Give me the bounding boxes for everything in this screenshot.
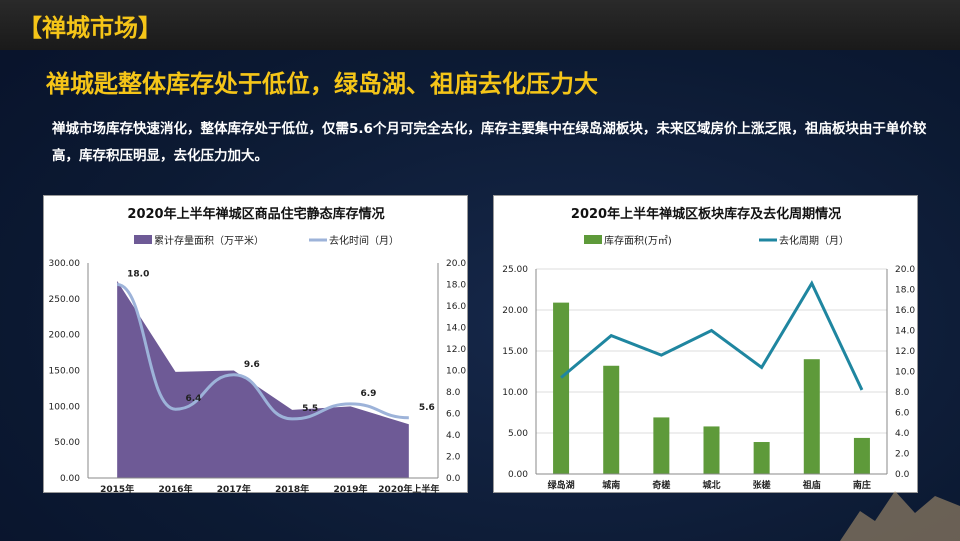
- y2-tick-label: 0.0: [895, 470, 910, 480]
- bar: [703, 426, 720, 474]
- line-series: [560, 280, 864, 391]
- chart-title: 2020年上半年禅城区板块库存及去化周期情况: [571, 206, 841, 222]
- bar: [753, 442, 770, 474]
- y2-tick-label: 6.0: [446, 410, 461, 420]
- mountain-decoration: [840, 491, 960, 541]
- legend-label: 去化时间（月）: [329, 234, 399, 247]
- x-tick-label: 2019年: [333, 483, 367, 494]
- x-tick-label: 城南: [602, 479, 620, 491]
- bar: [853, 437, 870, 474]
- y2-tick-label: 16.0: [446, 302, 466, 312]
- y2-tick-label: 10.0: [895, 368, 915, 378]
- x-tick-label: 城北: [702, 479, 720, 491]
- top-bar: [0, 0, 960, 50]
- y-tick-label: 0.00: [508, 470, 528, 480]
- data-label: 5.5: [302, 404, 318, 414]
- data-label: 6.4: [186, 394, 202, 404]
- y-tick-label: 15.00: [502, 347, 528, 357]
- y2-tick-label: 10.0: [446, 367, 466, 377]
- y-tick-label: 100.00: [49, 402, 81, 412]
- x-tick-label: 绿岛湖: [548, 479, 575, 491]
- y2-tick-label: 20.0: [895, 265, 915, 275]
- district-bar-chart: 2020年上半年禅城区板块库存及去化周期情况 0.00 5.00 10.00 15.00…: [493, 195, 918, 493]
- y-tick-label: 50.00: [54, 438, 80, 448]
- line-series: [116, 283, 409, 421]
- section-title: 【禅城市场】: [18, 14, 162, 42]
- data-label: 5.6: [419, 403, 435, 413]
- y2-tick-label: 14.0: [895, 327, 915, 337]
- y2-tick-label: 6.0: [895, 409, 910, 419]
- bar: [803, 359, 820, 474]
- legend-swatch: [134, 235, 152, 244]
- y2-tick-label: 0.0: [446, 474, 461, 484]
- y2-tick-label: 2.0: [895, 450, 910, 460]
- x-tick-label: 2016年: [158, 483, 192, 494]
- data-label: 18.0: [127, 270, 149, 280]
- y2-tick-label: 4.0: [895, 429, 910, 439]
- bar: [653, 417, 670, 474]
- y2-tick-label: 8.0: [446, 388, 461, 398]
- x-tick-label: 南庄: [853, 479, 871, 491]
- y2-tick-label: 12.0: [446, 345, 466, 355]
- y2-tick-label: 2.0: [446, 453, 461, 463]
- bar: [553, 302, 570, 474]
- legend-swatch: [584, 235, 602, 244]
- y-tick-label: 250.00: [49, 295, 81, 305]
- x-tick-label: 张槎: [753, 479, 771, 491]
- x-tick-label: 2018年: [275, 483, 309, 494]
- y-tick-label: 300.00: [49, 259, 81, 269]
- inventory-area-chart: 2020年上半年禅城区商品住宅静态库存情况 0.00 50.00 100.00 150.…: [43, 195, 468, 494]
- area-series: [117, 280, 409, 478]
- y-tick-label: 10.00: [502, 388, 528, 398]
- y-tick-label: 150.00: [49, 367, 81, 377]
- legend-label: 累计存量面积（万平米）: [154, 234, 264, 247]
- y-tick-label: 200.00: [49, 331, 81, 341]
- x-tick-label: 2017年: [217, 483, 251, 494]
- y2-tick-label: 14.0: [446, 324, 466, 334]
- y2-tick-label: 18.0: [895, 286, 915, 296]
- x-tick-label: 祖庙: [802, 479, 821, 491]
- x-tick-label: 2020年上半年: [378, 483, 439, 494]
- bar: [603, 365, 620, 474]
- y-tick-label: 0.00: [60, 474, 80, 484]
- x-tick-label: 奇槎: [652, 479, 670, 491]
- y-tick-label: 25.00: [502, 265, 528, 275]
- legend-label: 去化周期（月）: [779, 234, 849, 247]
- y2-tick-label: 20.0: [446, 259, 466, 269]
- data-label: 9.6: [244, 360, 260, 370]
- summary-paragraph: 禅城市场库存快速消化，整体库存处于低位，仅需5.6个月可完全去化，库存主要集中在…: [52, 121, 927, 164]
- y-tick-label: 5.00: [508, 429, 528, 439]
- x-tick-label: 2015年: [100, 483, 134, 494]
- y-tick-label: 20.00: [502, 306, 528, 316]
- y2-tick-label: 12.0: [895, 347, 915, 357]
- data-label: 6.9: [361, 389, 377, 399]
- legend-label: 库存面积(万㎡): [604, 234, 672, 247]
- y2-tick-label: 8.0: [895, 388, 910, 398]
- y2-tick-label: 16.0: [895, 306, 915, 316]
- headline: 禅城匙整体库存处于低位，绿岛湖、祖庙去化压力大: [46, 70, 598, 98]
- y2-tick-label: 4.0: [446, 431, 461, 441]
- y2-tick-label: 18.0: [446, 281, 466, 291]
- chart-title: 2020年上半年禅城区商品住宅静态库存情况: [127, 206, 384, 222]
